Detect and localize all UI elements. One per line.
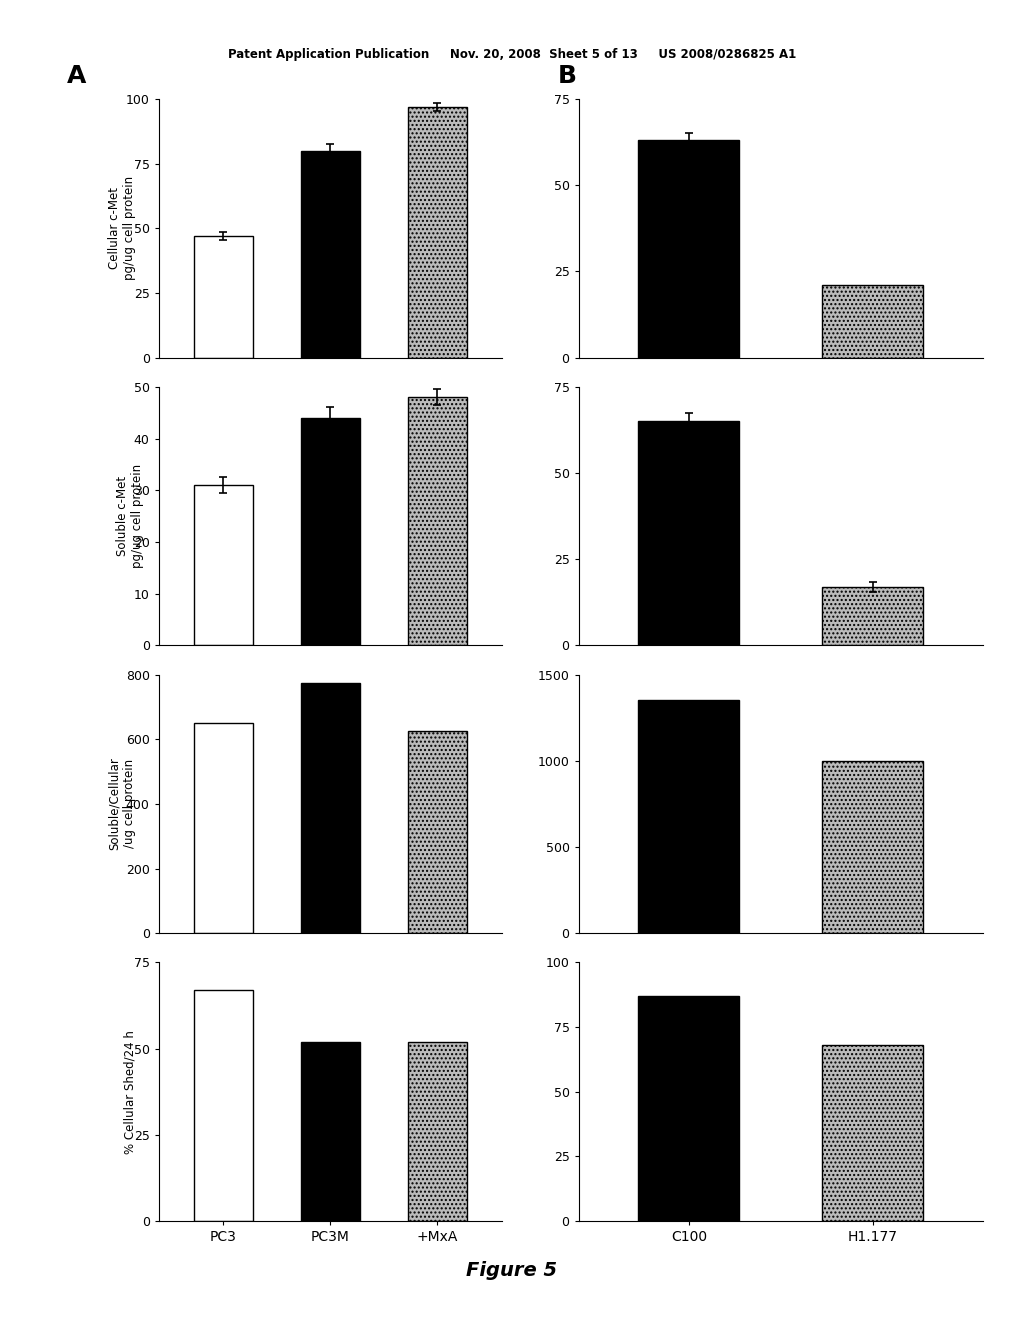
- Bar: [301, 150, 359, 358]
- Bar: [822, 285, 924, 358]
- Text: B: B: [558, 65, 578, 88]
- Bar: [301, 682, 359, 933]
- Bar: [822, 587, 924, 645]
- Bar: [638, 421, 739, 645]
- Y-axis label: Cellular c-Met
pg/ug cell protein: Cellular c-Met pg/ug cell protein: [108, 177, 135, 280]
- Text: A: A: [67, 65, 86, 88]
- Bar: [408, 107, 467, 358]
- Bar: [194, 723, 253, 933]
- Bar: [194, 236, 253, 358]
- Bar: [408, 397, 467, 645]
- Bar: [638, 995, 739, 1221]
- Bar: [822, 1045, 924, 1221]
- Y-axis label: Soluble c-Met
pg/ug cell protein: Soluble c-Met pg/ug cell protein: [116, 465, 143, 568]
- Bar: [822, 760, 924, 933]
- Bar: [638, 701, 739, 933]
- Text: Patent Application Publication     Nov. 20, 2008  Sheet 5 of 13     US 2008/0286: Patent Application Publication Nov. 20, …: [228, 48, 796, 61]
- Bar: [408, 731, 467, 933]
- Y-axis label: % Cellular Shed/24 h: % Cellular Shed/24 h: [123, 1030, 136, 1154]
- Bar: [194, 484, 253, 645]
- Y-axis label: Soluble/Cellular
/ug cell protein: Soluble/Cellular /ug cell protein: [108, 758, 135, 850]
- Bar: [301, 418, 359, 645]
- Text: Figure 5: Figure 5: [467, 1262, 557, 1280]
- Bar: [194, 990, 253, 1221]
- Bar: [638, 140, 739, 358]
- Bar: [408, 1041, 467, 1221]
- Bar: [301, 1041, 359, 1221]
